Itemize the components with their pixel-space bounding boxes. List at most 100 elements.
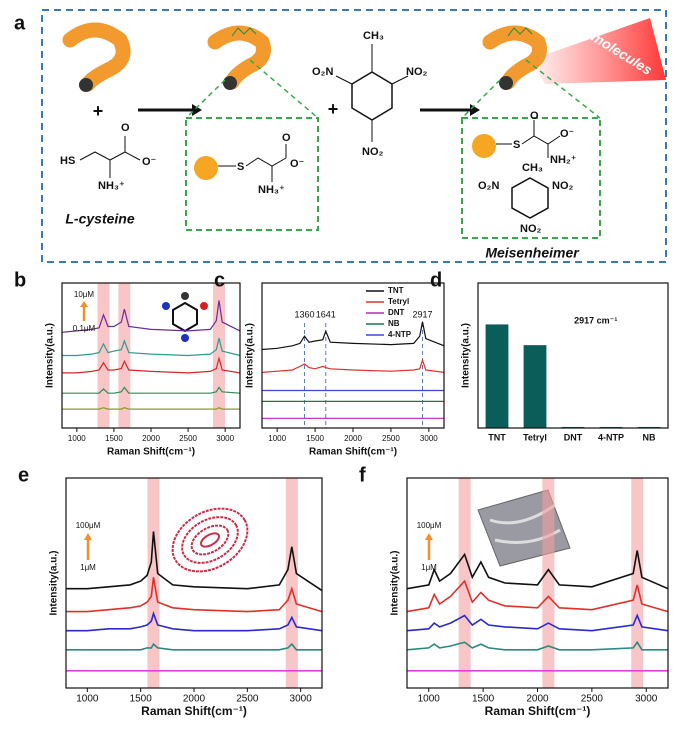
zoom-box [461, 117, 601, 239]
y-axis-label: Intensity(a.u.) [461, 323, 472, 388]
spectrum [62, 407, 240, 410]
panel-letter: b [14, 269, 26, 291]
nanowire [482, 25, 547, 90]
gold [472, 134, 496, 158]
zoom-box [185, 117, 319, 231]
y-axis-label: Intensity(a.u.) [390, 550, 401, 615]
x-tick-label: 1500 [306, 434, 324, 443]
x-tick-label: 2500 [581, 694, 604, 705]
legend-label: DNT [388, 308, 405, 317]
x-tick-label: DNT [564, 432, 583, 442]
arrow-head [470, 104, 480, 116]
plot-frame [65, 477, 323, 689]
x-tick-label: 1500 [130, 694, 153, 705]
chem-label: O [121, 122, 130, 134]
spectrum [66, 642, 322, 651]
spectrum [61, 300, 241, 333]
panel-letter: c [214, 269, 225, 291]
x-tick-label: 2500 [236, 694, 259, 705]
chem-label: NO₂ [552, 180, 574, 192]
chart: d Intensity(a.u.) TNT Tetryl DNT 4-NTP NB 2917 … [430, 269, 669, 442]
x-tick-label: 3000 [290, 694, 313, 705]
chem-label: NH₃⁺ [98, 180, 125, 192]
x-tick-label: 1000 [418, 694, 441, 705]
caption: L-cysteine [65, 211, 134, 227]
highlight-band [285, 478, 298, 688]
highlight-band [631, 478, 644, 688]
x-tick-label: 2000 [183, 694, 206, 705]
highlight-band [118, 283, 131, 428]
chem-label: NO₂ [362, 146, 384, 158]
chem-label: O₂N [312, 66, 333, 78]
inset-fingerprint [171, 507, 249, 573]
bonds [496, 120, 561, 158]
ring [511, 177, 549, 219]
bar [485, 324, 509, 428]
x-tick-label: 2500 [179, 434, 197, 443]
spectrum [62, 356, 241, 374]
legend-label: TNT [388, 286, 404, 295]
spectrum [406, 640, 668, 651]
annotation: 2917 cm⁻¹ [574, 315, 617, 325]
concentration-arrow-head [84, 533, 92, 540]
panel-letter: a [14, 12, 26, 34]
spectrum [406, 579, 669, 613]
x-tick-label: TNT [488, 432, 506, 442]
chem-label: NO₂ [520, 223, 542, 235]
chem-label: NH₃⁺ [258, 184, 285, 196]
highlight-band [542, 478, 555, 688]
chart: c Intensity(a.u.) Raman Shift(cm⁻¹) 1360 164… [214, 269, 445, 458]
plot-frame [261, 282, 445, 429]
chart: b Intensity(a.u.) Raman Shift(cm⁻¹) 1000 150… [14, 269, 241, 458]
chem-label: CH₃ [363, 30, 384, 42]
concentration-low: 1μM [421, 563, 437, 572]
x-tick-label: 1000 [76, 694, 99, 705]
arrow-head [192, 104, 202, 116]
highlight-band [97, 283, 110, 428]
y-axis-label: Intensity(a.u.) [49, 550, 60, 615]
concentration-high: 10μM [74, 290, 95, 299]
x-tick-label: 2500 [382, 434, 400, 443]
x-tick-label: 3000 [635, 694, 658, 705]
plus: + [93, 101, 104, 121]
scheme-frame [41, 9, 667, 263]
x-tick-label: 4-NTP [598, 432, 624, 442]
concentration-low: 0.1μM [73, 324, 96, 333]
chem-label: O [530, 110, 539, 122]
x-tick-label: 2000 [526, 694, 549, 705]
bonds [79, 136, 141, 178]
x-tick-label: 2000 [344, 434, 362, 443]
bead [499, 76, 513, 90]
bead [223, 76, 237, 90]
spectrum [66, 531, 323, 592]
nanowire [62, 22, 131, 92]
chem-label: O [282, 132, 291, 144]
x-tick-label: 3000 [216, 434, 234, 443]
x-tick-label: NB [643, 432, 656, 442]
plus: + [328, 99, 339, 119]
caption: Meisenheimer [485, 245, 580, 261]
peak-label: 1641 [316, 309, 336, 319]
x-axis-label: Raman Shift(cm⁻¹) [485, 704, 591, 718]
chem-label: O₂N [478, 180, 499, 192]
x-tick-label: 2000 [142, 434, 160, 443]
plot-frame [406, 477, 669, 689]
concentration-arrow-head [425, 533, 433, 540]
x-axis-label: Raman Shift(cm⁻¹) [107, 447, 195, 458]
plot-frame [61, 282, 241, 429]
inset-bag [477, 489, 571, 567]
x-tick-label: Tetryl [523, 432, 547, 442]
chart: f Intensity(a.u.) Raman Shift(cm⁻¹) 1000 150… [359, 464, 669, 718]
panel-letter: d [430, 269, 442, 291]
plot-frame [477, 282, 669, 429]
spectrum [261, 358, 445, 373]
x-tick-label: 3000 [420, 434, 438, 443]
spectrum [66, 610, 323, 632]
spectrum [261, 321, 445, 351]
x-tick-label: 1000 [68, 434, 86, 443]
zoom-line [461, 59, 601, 119]
chem-label: NH₂⁺ [550, 154, 577, 166]
legend-label: Tetryl [388, 297, 409, 306]
chem-label: HS [60, 155, 75, 167]
y-axis-label: Intensity(a.u.) [245, 323, 256, 388]
